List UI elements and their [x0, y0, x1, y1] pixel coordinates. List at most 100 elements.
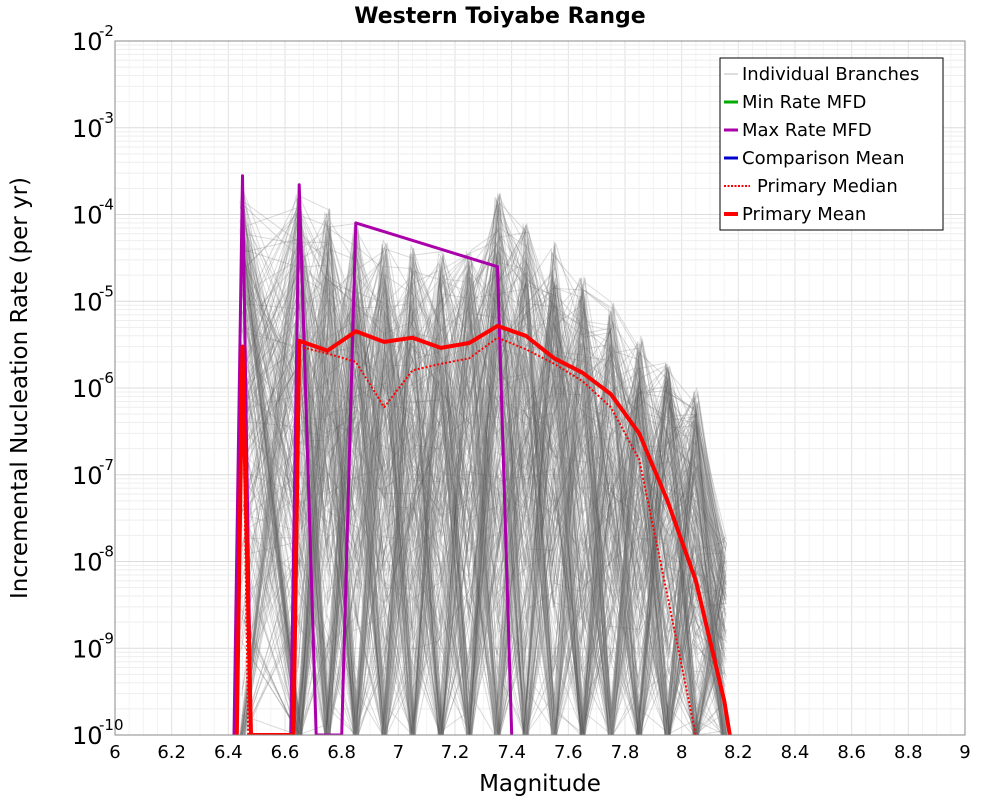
branch-line — [243, 253, 728, 735]
branch-line — [239, 204, 727, 735]
branch-line — [243, 194, 722, 735]
x-tick-label: 6.6 — [271, 742, 300, 763]
y-ticks: 10-210-310-410-510-610-710-810-910-10 — [72, 22, 124, 750]
branch-line — [244, 299, 722, 735]
branch-line — [242, 303, 723, 735]
x-tick-label: 7.2 — [441, 742, 470, 763]
branch-line — [241, 195, 727, 735]
y-tick-exponent: -4 — [99, 196, 114, 214]
branch-line — [242, 219, 723, 735]
y-tick: 10-9 — [72, 629, 114, 663]
branch-line — [243, 244, 725, 735]
branch-line — [240, 287, 726, 735]
branch-line — [244, 217, 723, 735]
branch-line — [239, 197, 726, 735]
y-tick-base: 10 — [72, 549, 103, 577]
y-tick-exponent: -6 — [99, 369, 114, 387]
series-group — [232, 174, 732, 735]
branch-line — [243, 253, 727, 735]
branch-line — [244, 216, 724, 735]
branch-line — [244, 238, 725, 735]
y-tick-exponent: -7 — [99, 456, 114, 474]
branch-line — [239, 250, 724, 735]
branch-line — [239, 253, 724, 735]
y-tick-exponent: -3 — [99, 109, 114, 127]
x-tick-label: 7.4 — [497, 742, 526, 763]
branch-line — [242, 227, 726, 735]
branch-line — [243, 201, 722, 735]
y-axis-label: Incremental Nucleation Rate (per yr) — [7, 177, 33, 599]
y-tick-base: 10 — [72, 28, 103, 56]
branch-line — [242, 239, 722, 735]
branch-line — [240, 251, 723, 735]
branch-line — [243, 295, 725, 735]
branch-line — [242, 279, 727, 735]
x-axis-label: Magnitude — [479, 771, 601, 797]
branch-line — [242, 210, 722, 735]
branch-line — [240, 222, 723, 735]
branch-line — [240, 247, 723, 735]
x-tick-label: 6.2 — [157, 742, 186, 763]
branch-line — [243, 202, 724, 735]
branch-line — [244, 242, 726, 735]
branch-line — [241, 275, 725, 735]
branch-line — [242, 214, 725, 735]
y-tick-exponent: -9 — [99, 629, 114, 647]
branch-line — [239, 227, 725, 735]
branch-line — [243, 309, 723, 735]
branch-line — [243, 247, 726, 735]
branch-line — [244, 211, 724, 735]
branch-line — [244, 226, 724, 735]
y-tick: 10-8 — [72, 543, 114, 577]
y-tick-exponent: -10 — [99, 716, 124, 734]
branch-line — [239, 200, 724, 735]
branch-line — [239, 272, 728, 735]
branch-line — [240, 270, 724, 618]
y-tick-exponent: -5 — [99, 282, 114, 300]
legend-label: Primary Median — [757, 176, 898, 197]
branch-line — [243, 207, 727, 735]
legend-label: Individual Branches — [742, 64, 919, 85]
branch-line — [240, 224, 725, 735]
branch-line — [241, 246, 723, 735]
branch-line — [242, 208, 722, 735]
branch-line — [243, 201, 727, 735]
branch-line — [241, 299, 724, 735]
branch-line — [244, 192, 727, 735]
branch-line — [244, 228, 726, 735]
branch-line — [242, 273, 725, 735]
branch-line — [241, 255, 728, 735]
branch-line — [244, 230, 725, 735]
x-tick-label: 6.4 — [214, 742, 243, 763]
branch-line — [242, 234, 727, 735]
branch-line — [244, 241, 722, 735]
branch-line — [243, 225, 725, 735]
branch-line — [241, 198, 726, 735]
chart-title: Western Toiyabe Range — [354, 4, 645, 29]
branch-line — [243, 224, 722, 735]
x-tick-label: 6 — [109, 742, 120, 763]
branch-line — [243, 237, 726, 735]
branch-line — [240, 277, 724, 735]
branch-line — [240, 277, 728, 735]
branch-line — [240, 195, 726, 735]
branch-line — [242, 281, 728, 735]
series-line-primary-mean — [234, 323, 732, 735]
branch-line — [242, 265, 726, 735]
branch-line — [244, 224, 723, 735]
branch-line — [240, 237, 727, 735]
legend-label: Comparison Mean — [742, 148, 905, 169]
branch-line — [241, 285, 724, 735]
branch-line — [244, 258, 725, 735]
y-tick-base: 10 — [72, 635, 103, 663]
branch-line — [242, 242, 725, 735]
legend-label: Primary Mean — [742, 204, 866, 225]
branch-line — [241, 255, 723, 735]
branch-line — [244, 345, 727, 735]
branch-line — [244, 279, 723, 735]
x-tick-label: 7 — [393, 742, 404, 763]
branch-line — [239, 256, 726, 735]
branch-line — [243, 291, 724, 735]
branch-line — [242, 218, 723, 735]
branch-line — [244, 257, 724, 735]
